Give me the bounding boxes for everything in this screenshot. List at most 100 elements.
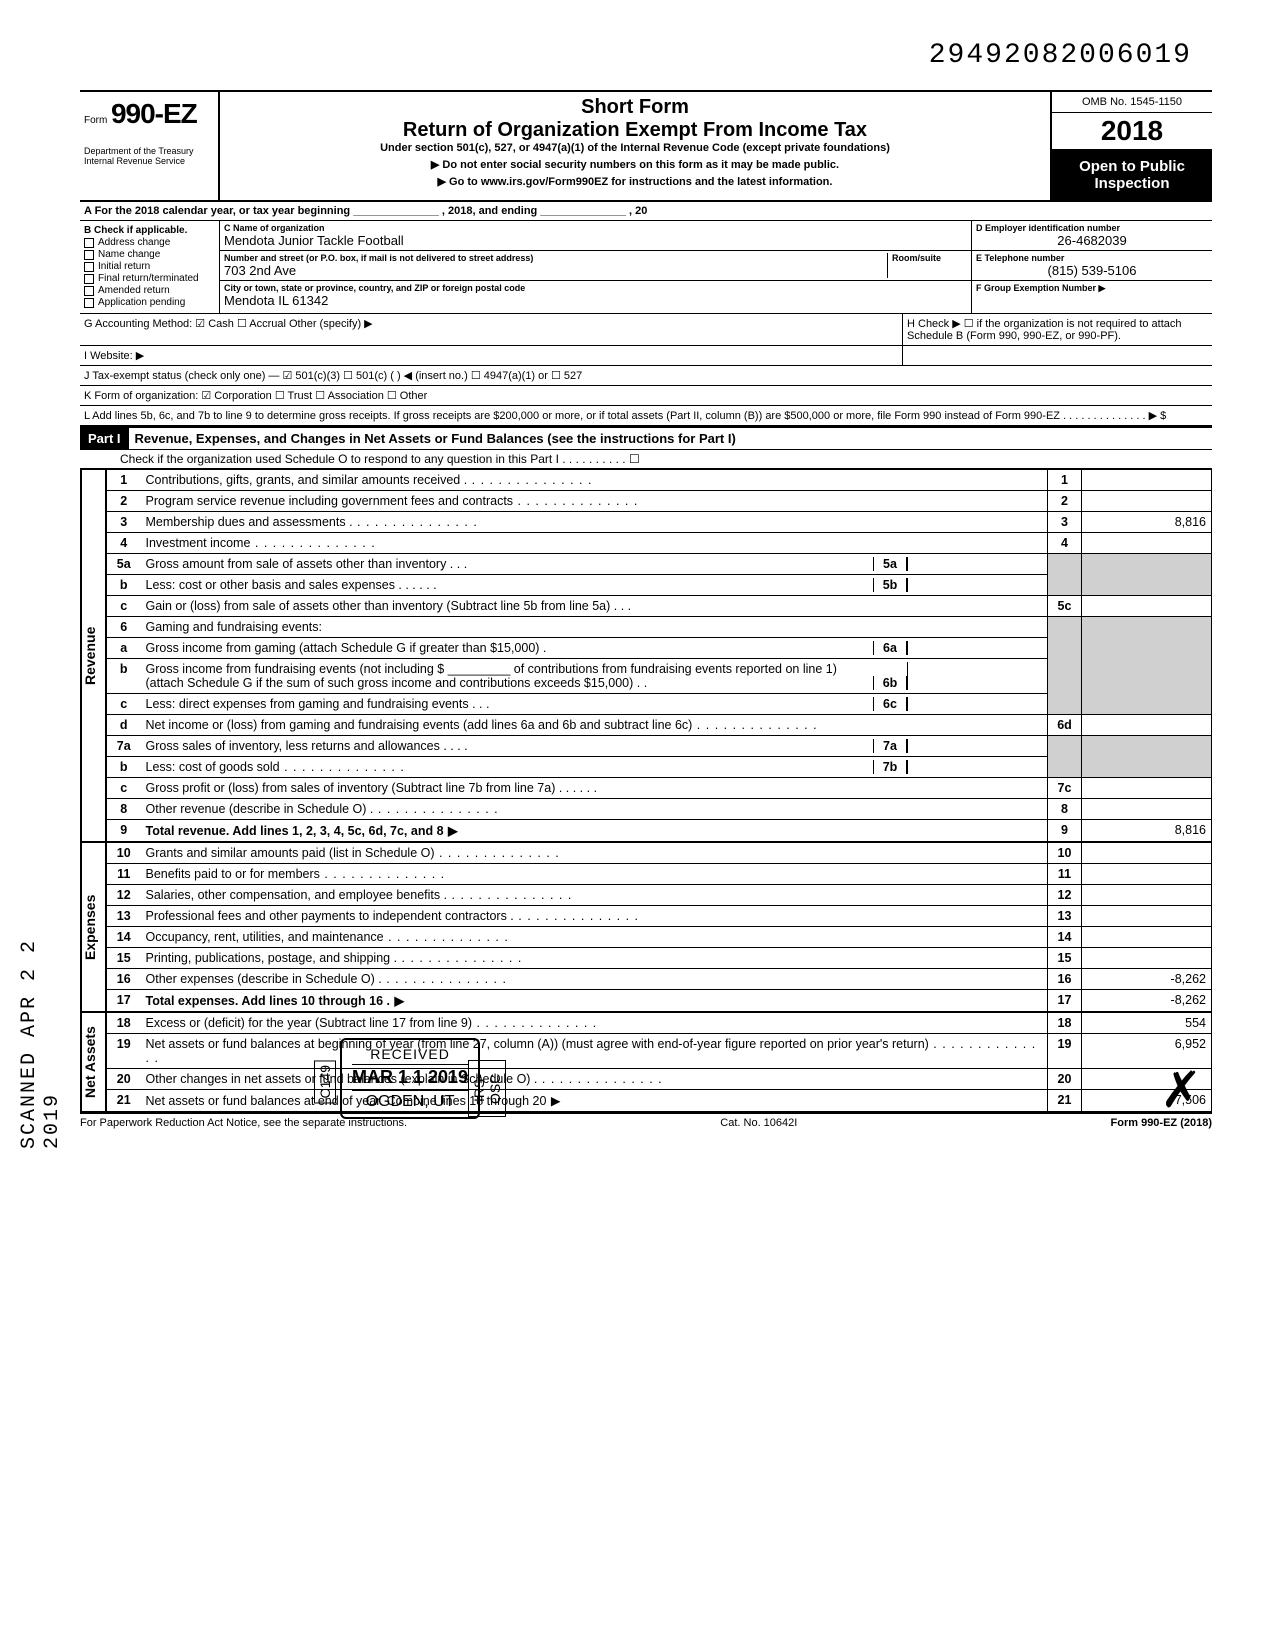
- line-19-desc: Net assets or fund balances at beginning…: [141, 1034, 1048, 1069]
- received-location: OGDEN, UT: [352, 1090, 468, 1111]
- line-13-desc: Professional fees and other payments to …: [141, 906, 1048, 927]
- lbl-amended-return: Amended return: [98, 285, 170, 296]
- lbl-initial-return: Initial return: [98, 261, 150, 272]
- netassets-side-label: Net Assets: [80, 1012, 106, 1112]
- col-b-header: B Check if applicable.: [84, 225, 215, 236]
- addr-label: Number and street (or P.O. box, if mail …: [224, 253, 887, 263]
- line-18-desc: Excess or (deficit) for the year (Subtra…: [141, 1013, 1048, 1034]
- tel-label: E Telephone number: [976, 253, 1208, 263]
- footer: For Paperwork Reduction Act Notice, see …: [80, 1112, 1212, 1129]
- city-value: Mendota IL 61342: [224, 293, 967, 308]
- part-1-title: Revenue, Expenses, and Changes in Net As…: [129, 428, 1212, 449]
- revenue-table: 1Contributions, gifts, grants, and simil…: [106, 469, 1212, 842]
- line-9-desc: Total revenue. Add lines 1, 2, 3, 4, 5c,…: [141, 820, 1048, 842]
- part-1-header-row: Part I Revenue, Expenses, and Changes in…: [80, 426, 1212, 450]
- line-3-value: 8,816: [1082, 512, 1212, 533]
- short-form-label: Short Form: [228, 96, 1042, 119]
- right-header-box: OMB No. 1545-1150 2018 Open to Public In…: [1052, 92, 1212, 200]
- line-9-value: 8,816: [1082, 820, 1212, 842]
- row-l-gross-receipts: L Add lines 5b, 6c, and 7b to line 9 to …: [80, 406, 1212, 425]
- instruction-2: ▶ Go to www.irs.gov/Form990EZ for instru…: [228, 175, 1042, 188]
- instruction-1: ▶ Do not enter social security numbers o…: [228, 158, 1042, 171]
- subtitle: Under section 501(c), 527, or 4947(a)(1)…: [228, 142, 1042, 154]
- line-17-value: -8,262: [1082, 990, 1212, 1012]
- line-5a-desc: Gross amount from sale of assets other t…: [146, 557, 874, 571]
- line-5b-desc: Less: cost or other basis and sales expe…: [146, 578, 874, 592]
- netassets-table: 18Excess or (deficit) for the year (Subt…: [106, 1012, 1212, 1112]
- received-label: RECEIVED: [352, 1046, 468, 1065]
- line-14-desc: Occupancy, rent, utilities, and maintena…: [141, 927, 1048, 948]
- omb-number: OMB No. 1545-1150: [1052, 92, 1212, 113]
- tel-value: (815) 539-5106: [976, 263, 1208, 278]
- chk-application-pending[interactable]: [84, 298, 94, 308]
- signature-mark: ✗: [1160, 1061, 1202, 1119]
- line-17-desc: Total expenses. Add lines 10 through 16 …: [141, 990, 1048, 1012]
- form-number-box: Form 990-EZ Department of the Treasury I…: [80, 92, 220, 200]
- department-label: Department of the Treasury Internal Reve…: [84, 146, 208, 166]
- ein-value: 26-4682039: [976, 233, 1208, 248]
- chk-address-change[interactable]: [84, 238, 94, 248]
- line-7c-desc: Gross profit or (loss) from sales of inv…: [141, 778, 1048, 799]
- row-g-accounting: G Accounting Method: ☑ Cash ☐ Accrual Ot…: [80, 314, 902, 345]
- line-7b-desc: Less: cost of goods sold: [146, 760, 874, 774]
- column-b-checkboxes: B Check if applicable. Address change Na…: [80, 221, 220, 313]
- chk-initial-return[interactable]: [84, 262, 94, 272]
- part-1-label: Part I: [80, 428, 129, 449]
- column-d-contact: D Employer identification number 26-4682…: [972, 221, 1212, 313]
- chk-name-change[interactable]: [84, 250, 94, 260]
- line-16-value: -8,262: [1082, 969, 1212, 990]
- org-name-label: C Name of organization: [224, 223, 967, 233]
- row-h-schedule-b: H Check ▶ ☐ if the organization is not r…: [902, 314, 1212, 345]
- scanned-stamp: SCANNED APR 2 2 2019: [18, 900, 64, 1149]
- open-public-label: Open to Public Inspection: [1052, 150, 1212, 200]
- line-8-desc: Other revenue (describe in Schedule O) .: [141, 799, 1048, 820]
- addr-value: 703 2nd Ave: [224, 263, 887, 278]
- line-12-desc: Salaries, other compensation, and employ…: [141, 885, 1048, 906]
- city-label: City or town, state or province, country…: [224, 283, 967, 293]
- line-10-desc: Grants and similar amounts paid (list in…: [141, 843, 1048, 864]
- line-18-value: 554: [1082, 1013, 1212, 1034]
- line-21-desc: Net assets or fund balances at end of ye…: [141, 1090, 1048, 1112]
- line-15-desc: Printing, publications, postage, and shi…: [141, 948, 1048, 969]
- line-20-desc: Other changes in net assets or fund bala…: [141, 1069, 1048, 1090]
- org-name-value: Mendota Junior Tackle Football: [224, 233, 967, 248]
- tax-year: 2018: [1052, 113, 1212, 150]
- line-a: A For the 2018 calendar year, or tax yea…: [80, 202, 1212, 221]
- footer-mid: Cat. No. 10642I: [720, 1117, 797, 1129]
- line-6d-desc: Net income or (loss) from gaming and fun…: [141, 715, 1048, 736]
- line-16-desc: Other expenses (describe in Schedule O) …: [141, 969, 1048, 990]
- main-title: Return of Organization Exempt From Incom…: [228, 119, 1042, 142]
- expenses-table: 10Grants and similar amounts paid (list …: [106, 842, 1212, 1012]
- form-prefix: Form: [84, 115, 107, 126]
- line-4-desc: Investment income: [141, 533, 1048, 554]
- lbl-application-pending: Application pending: [98, 297, 185, 308]
- group-exemption-label: F Group Exemption Number ▶: [976, 283, 1208, 294]
- received-stamp: C149 IRS-OSC RECEIVED MAR 1 1 2019 OGDEN…: [340, 1038, 480, 1119]
- lbl-address-change: Address change: [98, 237, 170, 248]
- line-6a-desc: Gross income from gaming (attach Schedul…: [146, 641, 874, 655]
- row-i-website: I Website: ▶: [80, 346, 902, 365]
- title-box: Short Form Return of Organization Exempt…: [220, 92, 1052, 200]
- expenses-side-label: Expenses: [80, 842, 106, 1012]
- ein-label: D Employer identification number: [976, 223, 1208, 233]
- column-c-org-info: C Name of organization Mendota Junior Ta…: [220, 221, 972, 313]
- identity-section: B Check if applicable. Address change Na…: [80, 221, 1212, 314]
- line-6b-desc: Gross income from fundraising events (no…: [146, 662, 874, 690]
- part-1-subtitle: Check if the organization used Schedule …: [80, 450, 1212, 469]
- form-header: Form 990-EZ Department of the Treasury I…: [80, 90, 1212, 202]
- line-6c-desc: Less: direct expenses from gaming and fu…: [146, 697, 874, 711]
- lbl-name-change: Name change: [98, 249, 160, 260]
- stamp-left-code: C149: [314, 1060, 336, 1103]
- stamp-right-code: IRS-OSC: [468, 1060, 506, 1117]
- room-label: Room/suite: [892, 253, 967, 263]
- revenue-side-label: Revenue: [80, 469, 106, 842]
- line-3-desc: Membership dues and assessments .: [141, 512, 1048, 533]
- chk-amended-return[interactable]: [84, 286, 94, 296]
- chk-final-return[interactable]: [84, 274, 94, 284]
- form-number: 990-EZ: [111, 98, 197, 129]
- line-1-desc: Contributions, gifts, grants, and simila…: [141, 470, 1048, 491]
- document-number: 29492082006019: [929, 40, 1192, 71]
- row-j-tax-status: J Tax-exempt status (check only one) — ☑…: [80, 366, 1212, 385]
- line-6-desc: Gaming and fundraising events:: [141, 617, 1048, 638]
- row-k-org-form: K Form of organization: ☑ Corporation ☐ …: [80, 386, 1212, 405]
